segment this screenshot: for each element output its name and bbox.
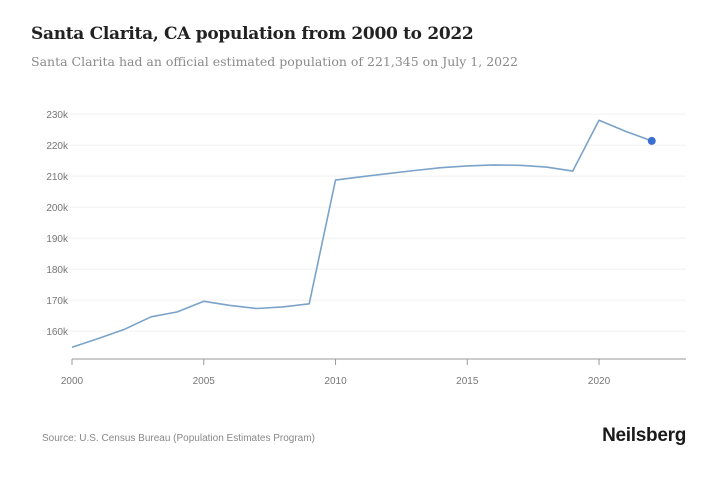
x-tick-label: 2015	[456, 376, 479, 387]
brand-logo: Neilsberg	[602, 425, 686, 446]
y-tick-label: 230k	[46, 110, 69, 121]
y-tick-label: 170k	[46, 296, 69, 307]
y-tick-label: 200k	[46, 203, 69, 214]
y-tick-label: 220k	[46, 141, 69, 152]
x-tick-label: 2020	[588, 376, 611, 387]
y-tick-label: 180k	[46, 265, 69, 276]
x-tick-label: 2010	[324, 376, 347, 387]
chart-subtitle: Santa Clarita had an official estimated …	[31, 54, 519, 69]
y-tick-label: 160k	[46, 327, 69, 338]
x-tick-label: 2005	[193, 376, 216, 387]
source-note: Source: U.S. Census Bureau (Population E…	[42, 433, 315, 444]
y-tick-label: 190k	[46, 234, 69, 245]
population-line	[71, 119, 652, 348]
x-tick-label: 2000	[61, 376, 84, 387]
latest-data-point	[647, 136, 656, 145]
y-tick-label: 210k	[46, 172, 69, 183]
chart-title: Santa Clarita, CA population from 2000 t…	[31, 24, 474, 44]
